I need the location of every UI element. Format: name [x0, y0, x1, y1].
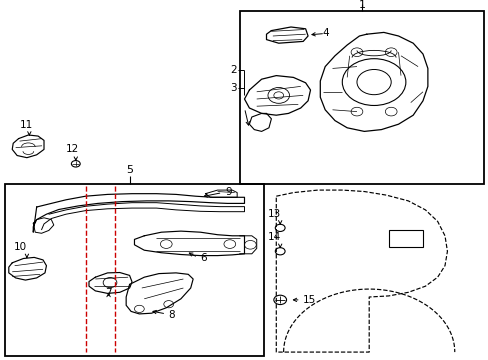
- Text: 10: 10: [14, 242, 27, 252]
- Bar: [239, 11, 483, 184]
- Text: 2: 2: [230, 65, 237, 75]
- Bar: [5, 184, 264, 356]
- Text: 1: 1: [358, 0, 365, 10]
- Text: 14: 14: [267, 232, 281, 242]
- Text: 4: 4: [322, 28, 329, 39]
- Text: 9: 9: [224, 186, 231, 197]
- Text: 3: 3: [230, 83, 237, 93]
- Text: 12: 12: [65, 144, 79, 154]
- Text: 5: 5: [126, 165, 133, 175]
- Text: 7: 7: [105, 288, 112, 298]
- Text: 11: 11: [20, 120, 34, 130]
- Text: 8: 8: [168, 310, 175, 320]
- Text: 13: 13: [267, 208, 281, 219]
- Text: 6: 6: [200, 253, 207, 264]
- Bar: [388, 230, 422, 247]
- Text: 15: 15: [303, 295, 316, 305]
